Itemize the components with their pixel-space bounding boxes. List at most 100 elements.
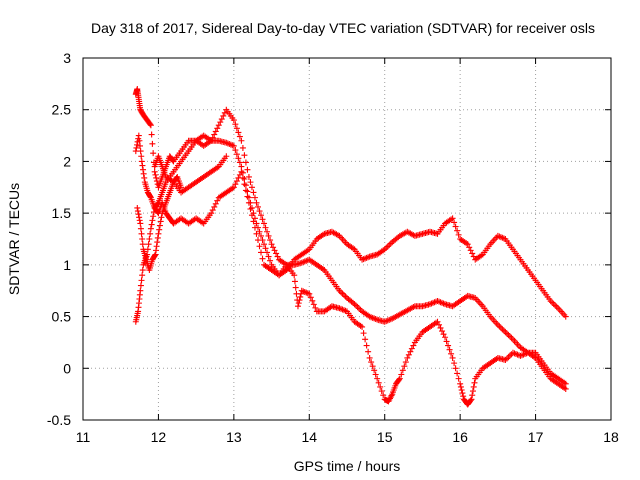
y-tick-label: 2 [63,153,71,169]
data-point [245,173,252,180]
data-point [508,334,515,341]
data-point [137,287,144,294]
data-point [307,294,314,301]
data-point [247,206,254,213]
data-point [248,184,255,191]
data-point [154,239,161,246]
data-point [218,116,225,123]
data-point [245,194,252,201]
data-point [294,303,301,310]
data-point [212,128,219,135]
data-point [215,122,222,129]
data-point [451,219,458,226]
data-point [368,359,375,366]
data-point [157,218,164,225]
data-point [271,247,278,254]
data-point [133,144,140,151]
y-tick-label: 0 [63,360,71,376]
data-point [254,237,261,244]
series-track-e [151,153,230,196]
data-point [371,367,378,374]
data-point [505,331,512,338]
series-track-c [132,168,569,408]
data-point [388,392,395,399]
data-point [549,299,556,306]
data-point [251,224,258,231]
data-point [212,200,219,207]
data-point [134,208,141,215]
data-point [500,327,507,334]
x-tick-label: 13 [226,429,242,445]
data-point [150,150,157,157]
chart-title: Day 318 of 2017, Sidereal Day-to-day VTE… [91,20,595,36]
data-point [499,326,506,333]
data-point [503,355,510,362]
data-point [238,137,245,144]
data-point [378,388,385,395]
data-point [471,379,478,386]
plot-frame [82,57,612,421]
data-point [442,334,449,341]
data-point [258,249,265,256]
data-point [502,357,509,364]
data-point [244,166,251,173]
data-point [137,220,144,227]
data-point [451,360,458,367]
data-point [408,345,415,352]
series-track-b [132,106,569,392]
data-point [337,289,344,296]
data-point [153,243,160,250]
x-tick-label: 16 [452,429,468,445]
data-point [363,342,370,349]
data-point [457,383,464,390]
data-point [242,187,249,194]
data-point [141,174,148,181]
data-point [236,159,243,166]
data-point [374,375,381,382]
data-point [211,203,218,210]
data-point [242,182,249,189]
y-tick-label: -0.5 [47,412,71,428]
data-point [369,363,376,370]
data-point [239,144,246,151]
data-point [375,379,382,386]
data-point [353,302,360,309]
data-point [259,216,266,223]
data-point [550,300,557,307]
data-point [354,304,361,311]
data-point [497,324,504,331]
data-point [449,215,456,222]
data-point [250,218,257,225]
y-axis-label: SDTVAR / TECUs [6,183,22,295]
data-point [396,376,403,383]
data-point [503,330,510,337]
data-point [140,170,147,177]
y-tick-label: 2.5 [52,102,72,118]
data-point [136,214,143,221]
data-point [153,174,160,181]
data-point [154,234,161,241]
data-point [562,385,569,392]
data-point [437,324,444,331]
data-point [247,179,254,186]
data-point [377,383,384,390]
data-point [139,272,146,279]
data-point [372,371,379,378]
data-point [258,232,265,239]
data-point [562,313,569,320]
data-point [261,220,268,227]
data-point [452,365,459,372]
data-point [291,272,298,279]
data-point [253,220,260,227]
data-point [235,129,242,136]
data-point [455,231,462,238]
data-point [235,155,242,162]
data-point [256,208,263,215]
data-point [454,227,461,234]
data-point [262,224,269,231]
data-point [147,122,154,129]
data-point [270,244,277,251]
data-point [136,137,143,144]
data-point [380,392,387,399]
data-point [496,323,503,330]
